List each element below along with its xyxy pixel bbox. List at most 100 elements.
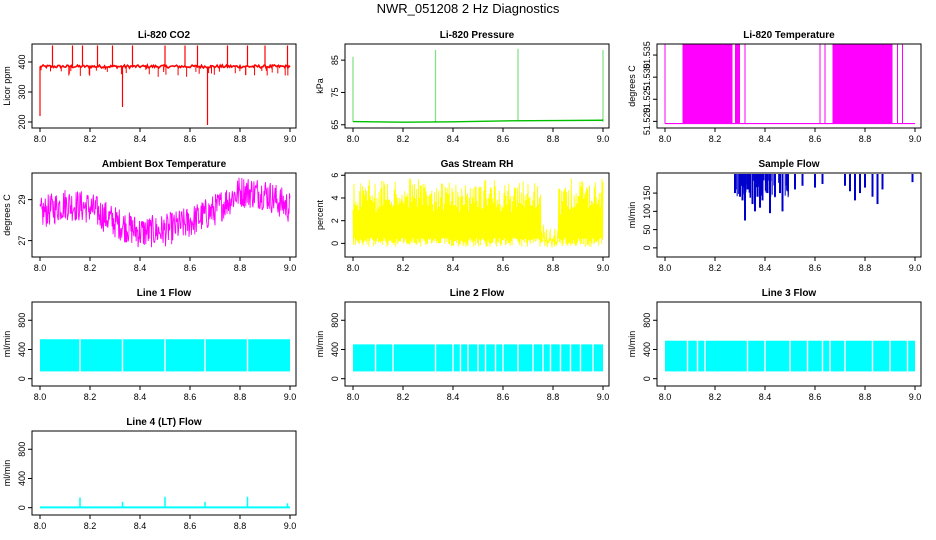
y-tick-label: 400 — [17, 471, 27, 486]
y-axis-label: percent — [315, 199, 325, 230]
x-tick-label: 8.0 — [34, 521, 47, 531]
x-tick-label: 8.0 — [34, 392, 47, 402]
y-tick-label: 0 — [17, 376, 27, 381]
y-tick-label: 800 — [642, 313, 652, 328]
data-band — [682, 44, 733, 124]
x-tick-label: 8.8 — [859, 134, 872, 144]
plot-frame — [31, 43, 297, 129]
x-tick-label: 8.2 — [397, 392, 410, 402]
panel-co2: Li-820 CO2 8.0 8.2 8.4 8.6 8.8 9.0 200 300 400 Lic… — [2, 30, 297, 144]
y-axis-label: degrees C — [627, 65, 637, 107]
x-tick-label: 8.6 — [809, 263, 822, 273]
x-tick-label: 8.2 — [84, 263, 97, 273]
x-tick-label: 9.0 — [284, 392, 297, 402]
y-tick-label: 51.520 — [642, 108, 652, 136]
x-tick-label: 8.6 — [809, 134, 822, 144]
panel-sample: Sample Flow 8.0 8.2 8.4 8.6 8.8 9.0 0 50 100 150 ml… — [627, 159, 922, 273]
plot-frame — [344, 43, 610, 129]
x-tick-label: 9.0 — [909, 392, 922, 402]
x-tick-label: 9.0 — [597, 392, 610, 402]
y-tick-label: 0 — [642, 245, 652, 250]
x-tick-label: 8.8 — [547, 263, 560, 273]
plot-frame — [656, 301, 922, 387]
x-tick-label: 8.0 — [347, 263, 360, 273]
y-tick-label: 200 — [17, 114, 27, 129]
x-tick-label: 8.8 — [234, 263, 247, 273]
x-tick-label: 8.4 — [134, 521, 147, 531]
plot-frame — [656, 43, 922, 129]
x-tick-label: 8.4 — [447, 134, 460, 144]
x-tick-label: 8.4 — [134, 263, 147, 273]
panel-temperature: Li-820 Temperature 8.0 8.2 8.4 8.6 8.8 9.0 51.5… — [627, 30, 922, 144]
x-tick-label: 9.0 — [284, 521, 297, 531]
x-tick-label: 8.8 — [547, 134, 560, 144]
x-tick-label: 8.4 — [759, 263, 772, 273]
panel-line4: Line 4 (LT) Flow 8.0 8.2 8.4 8.6 8.8 9.0 0 400 80… — [2, 417, 297, 531]
y-axis-label: Licor ppm — [2, 66, 12, 106]
plot-frame — [31, 172, 297, 258]
series-line4 — [40, 496, 290, 509]
panel-pressure: Li-820 Pressure 8.0 8.2 8.4 8.6 8.8 9.0 65 75 85 k… — [315, 30, 610, 144]
y-tick-label: 4 — [330, 195, 340, 200]
x-tick-label: 9.0 — [909, 263, 922, 273]
chart-title: Gas Stream RH — [441, 159, 514, 170]
x-tick-label: 8.8 — [859, 392, 872, 402]
y-tick-label: 300 — [17, 84, 27, 99]
series-temperature — [664, 44, 915, 125]
y-tick-label: 2 — [330, 218, 340, 223]
x-tick-label: 8.8 — [859, 263, 872, 273]
y-tick-label: 0 — [642, 376, 652, 381]
chart-title: Line 2 Flow — [450, 288, 505, 299]
data-line — [352, 178, 604, 248]
y-axis-label: ml/min — [2, 460, 12, 487]
series-pressure — [352, 48, 604, 123]
plot-frame — [344, 172, 610, 258]
y-tick-label: 400 — [642, 342, 652, 357]
y-tick-label: 800 — [17, 313, 27, 328]
x-tick-label: 9.0 — [597, 134, 610, 144]
figure-title: NWR_051208 2 Hz Diagnostics — [377, 1, 560, 16]
x-tick-label: 8.6 — [184, 392, 197, 402]
x-tick-label: 8.2 — [397, 263, 410, 273]
x-tick-label: 8.4 — [447, 392, 460, 402]
chart-title: Ambient Box Temperature — [102, 159, 227, 170]
series-sample — [734, 174, 914, 221]
y-tick-label: 51.525 — [642, 85, 652, 113]
plot-frame — [656, 172, 922, 258]
x-tick-label: 8.6 — [809, 392, 822, 402]
series-rh — [352, 178, 604, 248]
data-line — [352, 119, 604, 123]
x-tick-label: 9.0 — [597, 263, 610, 273]
y-tick-label: 85 — [330, 55, 340, 65]
y-axis-label: ml/min — [315, 331, 325, 358]
panel-line3: Line 3 Flow 8.0 8.2 8.4 8.6 8.8 9.0 0 400 800 ml/m… — [627, 288, 922, 402]
chart-title: Line 4 (LT) Flow — [126, 417, 202, 428]
y-tick-label: 800 — [330, 313, 340, 328]
y-axis-label: ml/min — [627, 202, 637, 229]
x-tick-label: 8.2 — [84, 521, 97, 531]
y-axis-label: ml/min — [627, 331, 637, 358]
x-tick-label: 8.4 — [134, 134, 147, 144]
x-tick-label: 8.0 — [34, 263, 47, 273]
x-tick-label: 8.0 — [659, 263, 672, 273]
x-tick-label: 8.4 — [447, 263, 460, 273]
y-tick-label: 29 — [17, 195, 27, 205]
data-band — [832, 44, 893, 124]
plot-frame — [31, 430, 297, 516]
data-band — [735, 44, 740, 124]
x-tick-label: 8.6 — [497, 263, 510, 273]
y-axis-label: kPa — [315, 78, 325, 94]
x-tick-label: 8.8 — [234, 392, 247, 402]
x-tick-label: 8.8 — [234, 521, 247, 531]
y-tick-label: 400 — [17, 342, 27, 357]
panel-line2: Line 2 Flow 8.0 8.2 8.4 8.6 8.8 9.0 0 400 800 ml/m… — [315, 288, 610, 402]
y-tick-label: 0 — [330, 376, 340, 381]
x-tick-label: 8.0 — [659, 134, 672, 144]
chart-title: Li-820 CO2 — [138, 30, 191, 41]
x-tick-label: 8.2 — [709, 263, 722, 273]
plot-frame — [344, 301, 610, 387]
x-tick-label: 8.6 — [184, 521, 197, 531]
x-tick-label: 9.0 — [909, 134, 922, 144]
y-tick-label: 50 — [642, 225, 652, 235]
